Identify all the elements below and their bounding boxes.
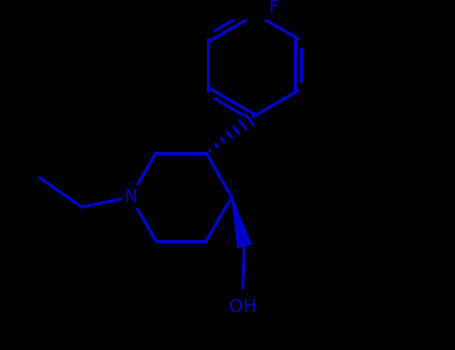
Polygon shape bbox=[232, 197, 251, 247]
Text: F: F bbox=[268, 0, 278, 17]
Text: N: N bbox=[124, 188, 137, 206]
Text: OH: OH bbox=[229, 298, 257, 316]
